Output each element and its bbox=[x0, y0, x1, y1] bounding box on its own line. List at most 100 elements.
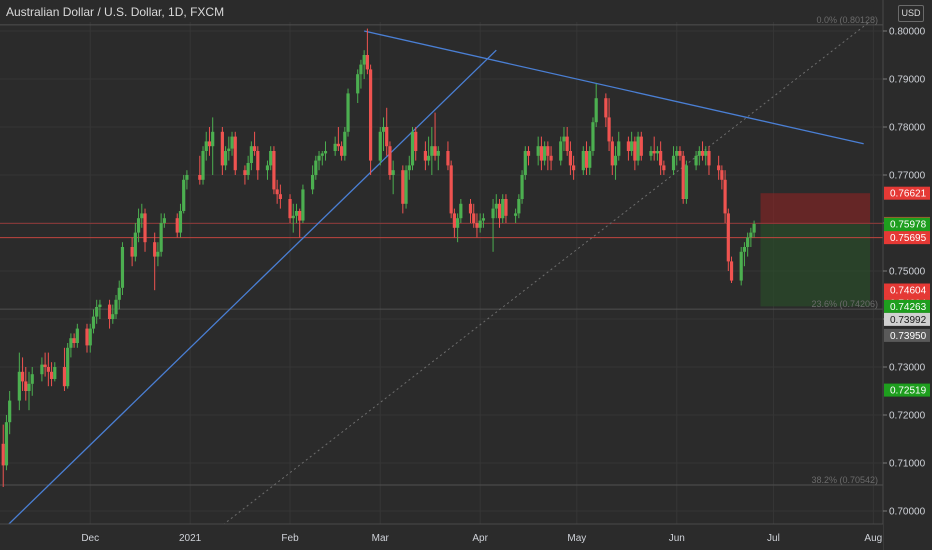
candle bbox=[388, 141, 392, 180]
candle-body bbox=[652, 151, 656, 154]
candle-body bbox=[198, 175, 202, 180]
candle-body bbox=[562, 136, 566, 142]
price-axis-bg bbox=[883, 0, 932, 550]
candle-body bbox=[46, 367, 50, 372]
candle bbox=[185, 170, 189, 190]
candle-body bbox=[291, 215, 295, 219]
price-lines bbox=[0, 222, 883, 239]
candle bbox=[652, 136, 656, 161]
candle bbox=[639, 131, 643, 161]
candle-body bbox=[401, 170, 405, 204]
candle-body bbox=[723, 179, 727, 214]
candle-body bbox=[339, 146, 344, 156]
candle-body bbox=[66, 347, 70, 387]
price-badge-label: 0.72519 bbox=[890, 386, 927, 397]
candle bbox=[162, 213, 166, 228]
candle-body bbox=[114, 299, 118, 315]
candle-body bbox=[204, 141, 208, 151]
candle bbox=[153, 232, 157, 291]
candle bbox=[613, 146, 618, 180]
candle bbox=[220, 127, 224, 175]
candle bbox=[562, 127, 566, 151]
candle bbox=[391, 160, 395, 195]
candle-body bbox=[385, 127, 389, 147]
candle-body bbox=[697, 151, 701, 156]
candle-body bbox=[497, 203, 502, 219]
candle-body bbox=[69, 338, 73, 348]
candle-body bbox=[162, 218, 166, 223]
fib-levels: 0.0% (0.80128) 23.6% (0.74206) 38.2% (0.70… bbox=[0, 15, 883, 486]
candle bbox=[436, 146, 440, 171]
price-tick-label: 0.79000 bbox=[889, 75, 926, 86]
candle-body bbox=[4, 422, 9, 466]
candle-body bbox=[565, 136, 569, 151]
price-badge: 0.73992 bbox=[884, 312, 930, 326]
candle bbox=[314, 155, 318, 180]
candle-body bbox=[133, 232, 137, 257]
candle-body bbox=[346, 93, 350, 132]
price-badge-bg bbox=[884, 231, 930, 245]
candle-body bbox=[227, 148, 231, 151]
candle bbox=[478, 213, 482, 233]
candle-body bbox=[517, 199, 521, 214]
candle-body bbox=[320, 153, 324, 156]
time-tick-label: Jul bbox=[767, 533, 780, 544]
candle bbox=[700, 141, 705, 161]
candle bbox=[24, 367, 28, 401]
candle bbox=[633, 136, 637, 171]
candle-body bbox=[423, 151, 427, 161]
price-axis[interactable]: 0.800000.790000.780000.770000.760000.750… bbox=[882, 0, 932, 550]
candle bbox=[746, 232, 750, 257]
candle-body bbox=[369, 69, 373, 161]
candle-body bbox=[256, 151, 260, 171]
candle-body bbox=[410, 131, 415, 166]
candle-body bbox=[407, 165, 411, 171]
candle bbox=[182, 175, 186, 214]
candle-body bbox=[610, 141, 614, 166]
candle-body bbox=[717, 165, 721, 171]
candle-body bbox=[201, 151, 205, 180]
candle-body bbox=[675, 151, 679, 156]
candle-body bbox=[207, 141, 212, 147]
candle-body bbox=[729, 261, 734, 281]
candle-body bbox=[707, 151, 711, 166]
candle-body bbox=[159, 223, 163, 252]
candle-body bbox=[581, 151, 585, 171]
candle-body bbox=[404, 170, 408, 204]
candle bbox=[704, 146, 708, 166]
candle-body bbox=[726, 213, 730, 262]
candle-body bbox=[24, 381, 28, 391]
candle-body bbox=[143, 213, 147, 243]
price-badge-bg bbox=[884, 383, 930, 397]
candle bbox=[333, 136, 337, 156]
candle-body bbox=[749, 232, 753, 238]
candle-body bbox=[153, 242, 157, 257]
candle bbox=[707, 146, 711, 175]
candle-body bbox=[662, 165, 666, 171]
candle bbox=[211, 117, 215, 175]
candle-body bbox=[481, 218, 485, 221]
candle bbox=[546, 141, 550, 171]
candle-body bbox=[310, 175, 315, 190]
time-axis[interactable]: Dec 2021 Feb Mar Apr May Jun Jul Aug bbox=[0, 523, 883, 550]
candle-body bbox=[636, 136, 640, 161]
candle bbox=[536, 136, 540, 166]
candle-body bbox=[572, 165, 576, 171]
candle-body bbox=[49, 371, 54, 379]
candle-body bbox=[543, 146, 547, 161]
candle-body bbox=[72, 338, 76, 343]
candle bbox=[572, 155, 576, 180]
candle-body bbox=[504, 199, 508, 216]
candle-body bbox=[136, 218, 141, 233]
candle bbox=[8, 391, 12, 435]
candle bbox=[356, 69, 360, 103]
candle bbox=[365, 28, 369, 75]
candle-body bbox=[269, 151, 273, 166]
price-tick-label: 0.72000 bbox=[889, 411, 926, 422]
candle bbox=[72, 333, 76, 348]
candle-body bbox=[95, 307, 99, 317]
candle-body bbox=[446, 151, 450, 166]
currency-button[interactable]: USD bbox=[898, 5, 924, 22]
candle bbox=[630, 131, 634, 156]
